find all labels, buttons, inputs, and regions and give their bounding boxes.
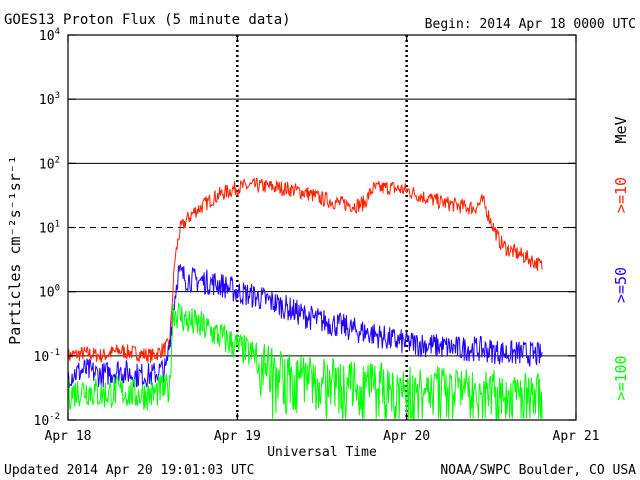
x-tick-label-0: Apr 18 bbox=[45, 429, 92, 444]
y-tick-label-0: 10-2 bbox=[34, 412, 61, 429]
legend-gte50: >=50 bbox=[612, 267, 630, 303]
x-ticks: Apr 18 Apr 19 Apr 20 Apr 21 bbox=[45, 35, 600, 444]
series-line-2 bbox=[67, 302, 543, 420]
x-tick-label-2: Apr 20 bbox=[383, 429, 430, 444]
series-layer bbox=[67, 177, 543, 420]
legend-gte10: >=10 bbox=[612, 177, 630, 213]
credit: NOAA/SWPC Boulder, CO USA bbox=[440, 463, 636, 478]
svg-text:>=100: >=100 bbox=[612, 355, 630, 400]
legend: MeV >=10 >=50 >=100 bbox=[612, 116, 630, 400]
y-tick-label-3: 101 bbox=[39, 220, 60, 237]
y-tick-label-4: 102 bbox=[39, 155, 60, 172]
y-tick-label-5: 103 bbox=[39, 91, 60, 108]
svg-text:>=50: >=50 bbox=[612, 267, 630, 303]
series-line-1 bbox=[67, 263, 543, 388]
y-ticks: 10-2 10-1 100 101 102 103 104 bbox=[34, 27, 576, 429]
y-axis-label: Particles cm⁻²s⁻¹sr⁻¹ bbox=[6, 155, 24, 345]
chart-title: GOES13 Proton Flux (5 minute data) bbox=[4, 12, 291, 28]
y-tick-label-2: 100 bbox=[39, 284, 60, 301]
x-axis-label: Universal Time bbox=[267, 445, 377, 460]
svg-text:Particles cm⁻²s⁻¹sr⁻¹: Particles cm⁻²s⁻¹sr⁻¹ bbox=[6, 155, 24, 345]
y-tick-label-1: 10-1 bbox=[34, 348, 61, 365]
begin-time: Begin: 2014 Apr 18 0000 UTC bbox=[425, 17, 636, 32]
updated-time: Updated 2014 Apr 20 19:01:03 UTC bbox=[4, 463, 254, 478]
y-tick-label-6: 104 bbox=[39, 27, 60, 44]
x-tick-label-1: Apr 19 bbox=[214, 429, 261, 444]
x-tick-label-3: Apr 21 bbox=[553, 429, 600, 444]
series-line-0 bbox=[67, 177, 543, 364]
svg-text:>=10: >=10 bbox=[612, 177, 630, 213]
svg-text:MeV: MeV bbox=[612, 116, 630, 143]
legend-unit: MeV bbox=[612, 116, 630, 143]
legend-gte100: >=100 bbox=[612, 355, 630, 400]
